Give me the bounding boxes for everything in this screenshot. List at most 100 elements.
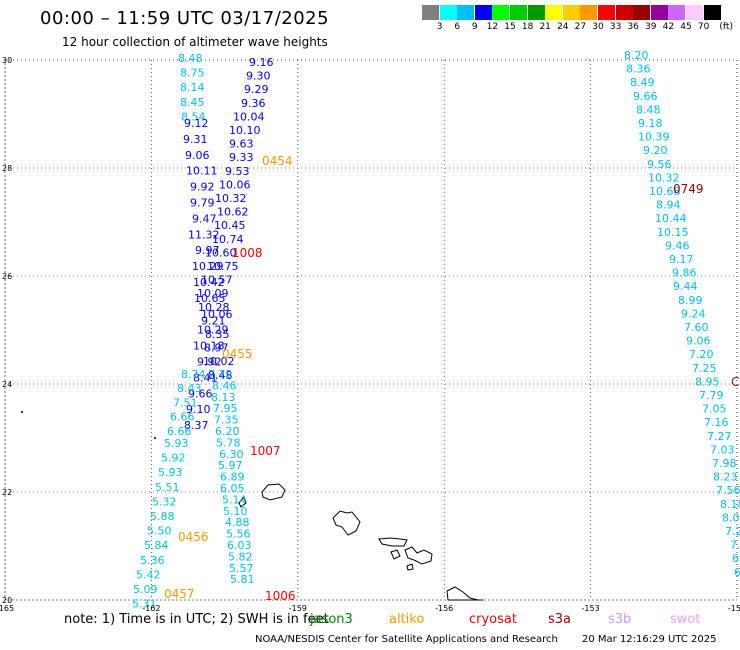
wave-height-value: 10.44 bbox=[655, 212, 687, 225]
color-tick-label: 36 bbox=[627, 22, 639, 32]
oahu-island bbox=[332, 510, 361, 536]
lon-label: -165 bbox=[0, 604, 14, 613]
color-swatch bbox=[457, 5, 475, 20]
color-swatch bbox=[439, 5, 457, 20]
pass-time-label: 0457 bbox=[164, 587, 195, 601]
pass-time-label: 0455 bbox=[222, 347, 253, 361]
pass-time-label: 0749 bbox=[673, 182, 704, 196]
wave-height-value: 10.28 bbox=[198, 301, 230, 314]
wave-height-value: 8.48 bbox=[178, 52, 203, 65]
track-1: 9.12 9.31 9.06 10.11 9.92 9.79 9.47 11.32 9.97 10… bbox=[183, 117, 233, 432]
map-frame bbox=[4, 59, 738, 601]
wave-height-value: 10.04 bbox=[233, 110, 265, 123]
wave-height-value: 9.29 bbox=[244, 83, 269, 96]
wave-height-value: 5.81 bbox=[230, 573, 255, 586]
color-swatch bbox=[668, 5, 686, 20]
buoy-dot bbox=[154, 437, 156, 439]
wave-height-value: 7.2 bbox=[725, 525, 740, 538]
wave-height-value: 9.30 bbox=[246, 70, 271, 83]
wave-height-value: 10.62 bbox=[217, 206, 249, 219]
color-tick-label: 45 bbox=[680, 22, 692, 32]
wave-height-value: 9.18 bbox=[638, 117, 663, 130]
wave-height-value: 7.16 bbox=[704, 416, 729, 429]
wave-height-value: 8.99 bbox=[678, 294, 703, 307]
pass-time-label: 0456 bbox=[178, 530, 209, 544]
wave-height-value: 9.92 bbox=[197, 356, 222, 369]
wave-height-value: 8.48 bbox=[208, 369, 233, 382]
wave-height-value: 9.66 bbox=[633, 90, 658, 103]
wave-height-value: 7.25 bbox=[692, 362, 717, 375]
color-tick-label: 30 bbox=[592, 22, 604, 32]
color-swatch bbox=[598, 5, 615, 20]
wave-height-value: 9.17 bbox=[669, 253, 694, 266]
longitude-labels: -165 -162 -159 -156 -153 -150 bbox=[0, 604, 740, 613]
wave-height-value: 5.42 bbox=[136, 568, 161, 581]
color-swatch bbox=[633, 5, 651, 20]
color-unit-label: (ft) bbox=[719, 22, 733, 32]
wave-height-value: 7.51 bbox=[173, 396, 198, 409]
color-tick-label: 21 bbox=[539, 22, 551, 32]
wave-height-value: 5.56 bbox=[226, 528, 251, 541]
lat-label: 26 bbox=[2, 272, 12, 281]
legend-s3a: s3a bbox=[548, 612, 572, 627]
wave-height-value: 6.05 bbox=[220, 482, 245, 495]
wave-height-value: 7.60 bbox=[684, 321, 709, 334]
color-tick-label: 12 bbox=[486, 22, 499, 32]
wave-height-value: 9.66 bbox=[188, 387, 213, 400]
lat-label: 20 bbox=[2, 596, 12, 605]
wave-height-value: 10.06 bbox=[201, 308, 233, 321]
color-tick-label: 6 bbox=[454, 22, 461, 32]
wave-height-value: 5.57 bbox=[229, 562, 254, 575]
wave-height-value: 5.93 bbox=[164, 437, 189, 450]
pass-time-label: C bbox=[731, 375, 739, 389]
wave-height-value: 8.37 bbox=[184, 419, 209, 432]
wave-height-value: 5.36 bbox=[140, 554, 165, 567]
wave-height-value: 8.20 bbox=[624, 49, 649, 62]
wave-height-value: 10.32 bbox=[648, 171, 680, 184]
wave-height-value: 9.06 bbox=[185, 149, 210, 162]
wave-height-value: 7.79 bbox=[699, 389, 724, 402]
wave-height-value: 9.44 bbox=[673, 280, 698, 293]
color-swatch bbox=[562, 5, 580, 20]
color-tick-label: 33 bbox=[609, 22, 622, 32]
wave-height-value: 6.30 bbox=[219, 448, 244, 461]
color-swatch bbox=[650, 5, 668, 20]
wave-height-value: 8.46 bbox=[212, 379, 237, 392]
wave-height-value: 10.02 bbox=[203, 355, 235, 368]
wave-height-value: 9.36 bbox=[241, 97, 266, 110]
wave-height-value: 10.60 bbox=[205, 246, 237, 259]
wave-height-value: 10.29 bbox=[192, 260, 224, 273]
wave-height-value: 9.86 bbox=[672, 267, 697, 280]
color-swatch bbox=[580, 5, 598, 20]
wave-height-value: 10.10 bbox=[229, 124, 261, 137]
wave-height-value: 8.74 bbox=[181, 368, 206, 381]
wave-height-value: 10.18 bbox=[193, 340, 225, 353]
wave-height-value: 10.32 bbox=[215, 192, 247, 205]
lon-label: -150 bbox=[728, 604, 740, 613]
wave-height-value: 10.06 bbox=[219, 178, 251, 191]
wave-height-value: 5.84 bbox=[144, 539, 169, 552]
color-tick-label: 18 bbox=[521, 22, 534, 32]
wave-height-value: 8.75 bbox=[180, 67, 205, 80]
wave-height-value: 5.10 bbox=[223, 505, 248, 518]
color-swatch bbox=[686, 5, 703, 20]
wave-height-value: 8.95 bbox=[695, 375, 720, 388]
wave-height-value: 5.88 bbox=[150, 510, 175, 523]
color-tick-label: 27 bbox=[574, 22, 587, 32]
track-6: 8.208.368.499.668.489.1810.399.209.5610.… bbox=[624, 49, 740, 579]
wave-height-value: 7.03 bbox=[710, 443, 735, 456]
wave-height-value: 9.53 bbox=[225, 165, 250, 178]
color-tick-label: 70 bbox=[697, 22, 710, 32]
lat-lon-grid bbox=[4, 59, 738, 601]
wave-height-value: 7.56 bbox=[716, 484, 740, 497]
legend-swot: swot bbox=[670, 612, 701, 627]
chart-subtitle: 12 hour collection of altimeter wave hei… bbox=[62, 35, 328, 49]
kauai-island bbox=[261, 483, 286, 501]
wave-height-value: 5.93 bbox=[158, 466, 183, 479]
wave-height-value: 10.75 bbox=[207, 260, 239, 273]
wave-height-value: 5.31 bbox=[132, 598, 157, 611]
wave-height-value: 10.68 bbox=[649, 185, 681, 198]
wave-height-value: 9.79 bbox=[190, 197, 215, 210]
pass-time-label: 1007 bbox=[250, 444, 281, 458]
lon-label: -159 bbox=[289, 604, 307, 613]
